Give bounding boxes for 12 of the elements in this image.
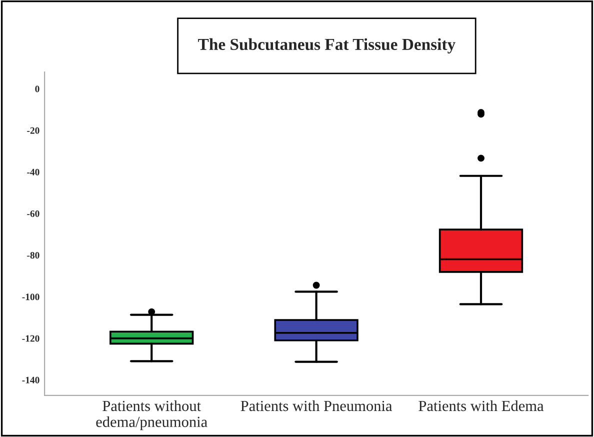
y-tick-label: -60 (27, 210, 40, 217)
y-tick-label: -120 (22, 335, 40, 342)
y-tick-label: 0 (35, 86, 40, 92)
y-tick-label: -140 (22, 376, 40, 384)
x-tick-label: Patients with Edema (418, 400, 544, 412)
y-tick-label: -20 (27, 127, 40, 134)
y-tick-label: -100 (22, 294, 40, 300)
y-tick-label: -80 (27, 252, 40, 259)
y-tick-label: -40 (27, 168, 40, 176)
chart-title: The Subcutaneus Fat Tissue Density (198, 38, 456, 54)
x-tick-label: Patients without edema/pneumonia (96, 400, 208, 430)
x-tick-label: Patients with Pneumonia (240, 400, 392, 412)
